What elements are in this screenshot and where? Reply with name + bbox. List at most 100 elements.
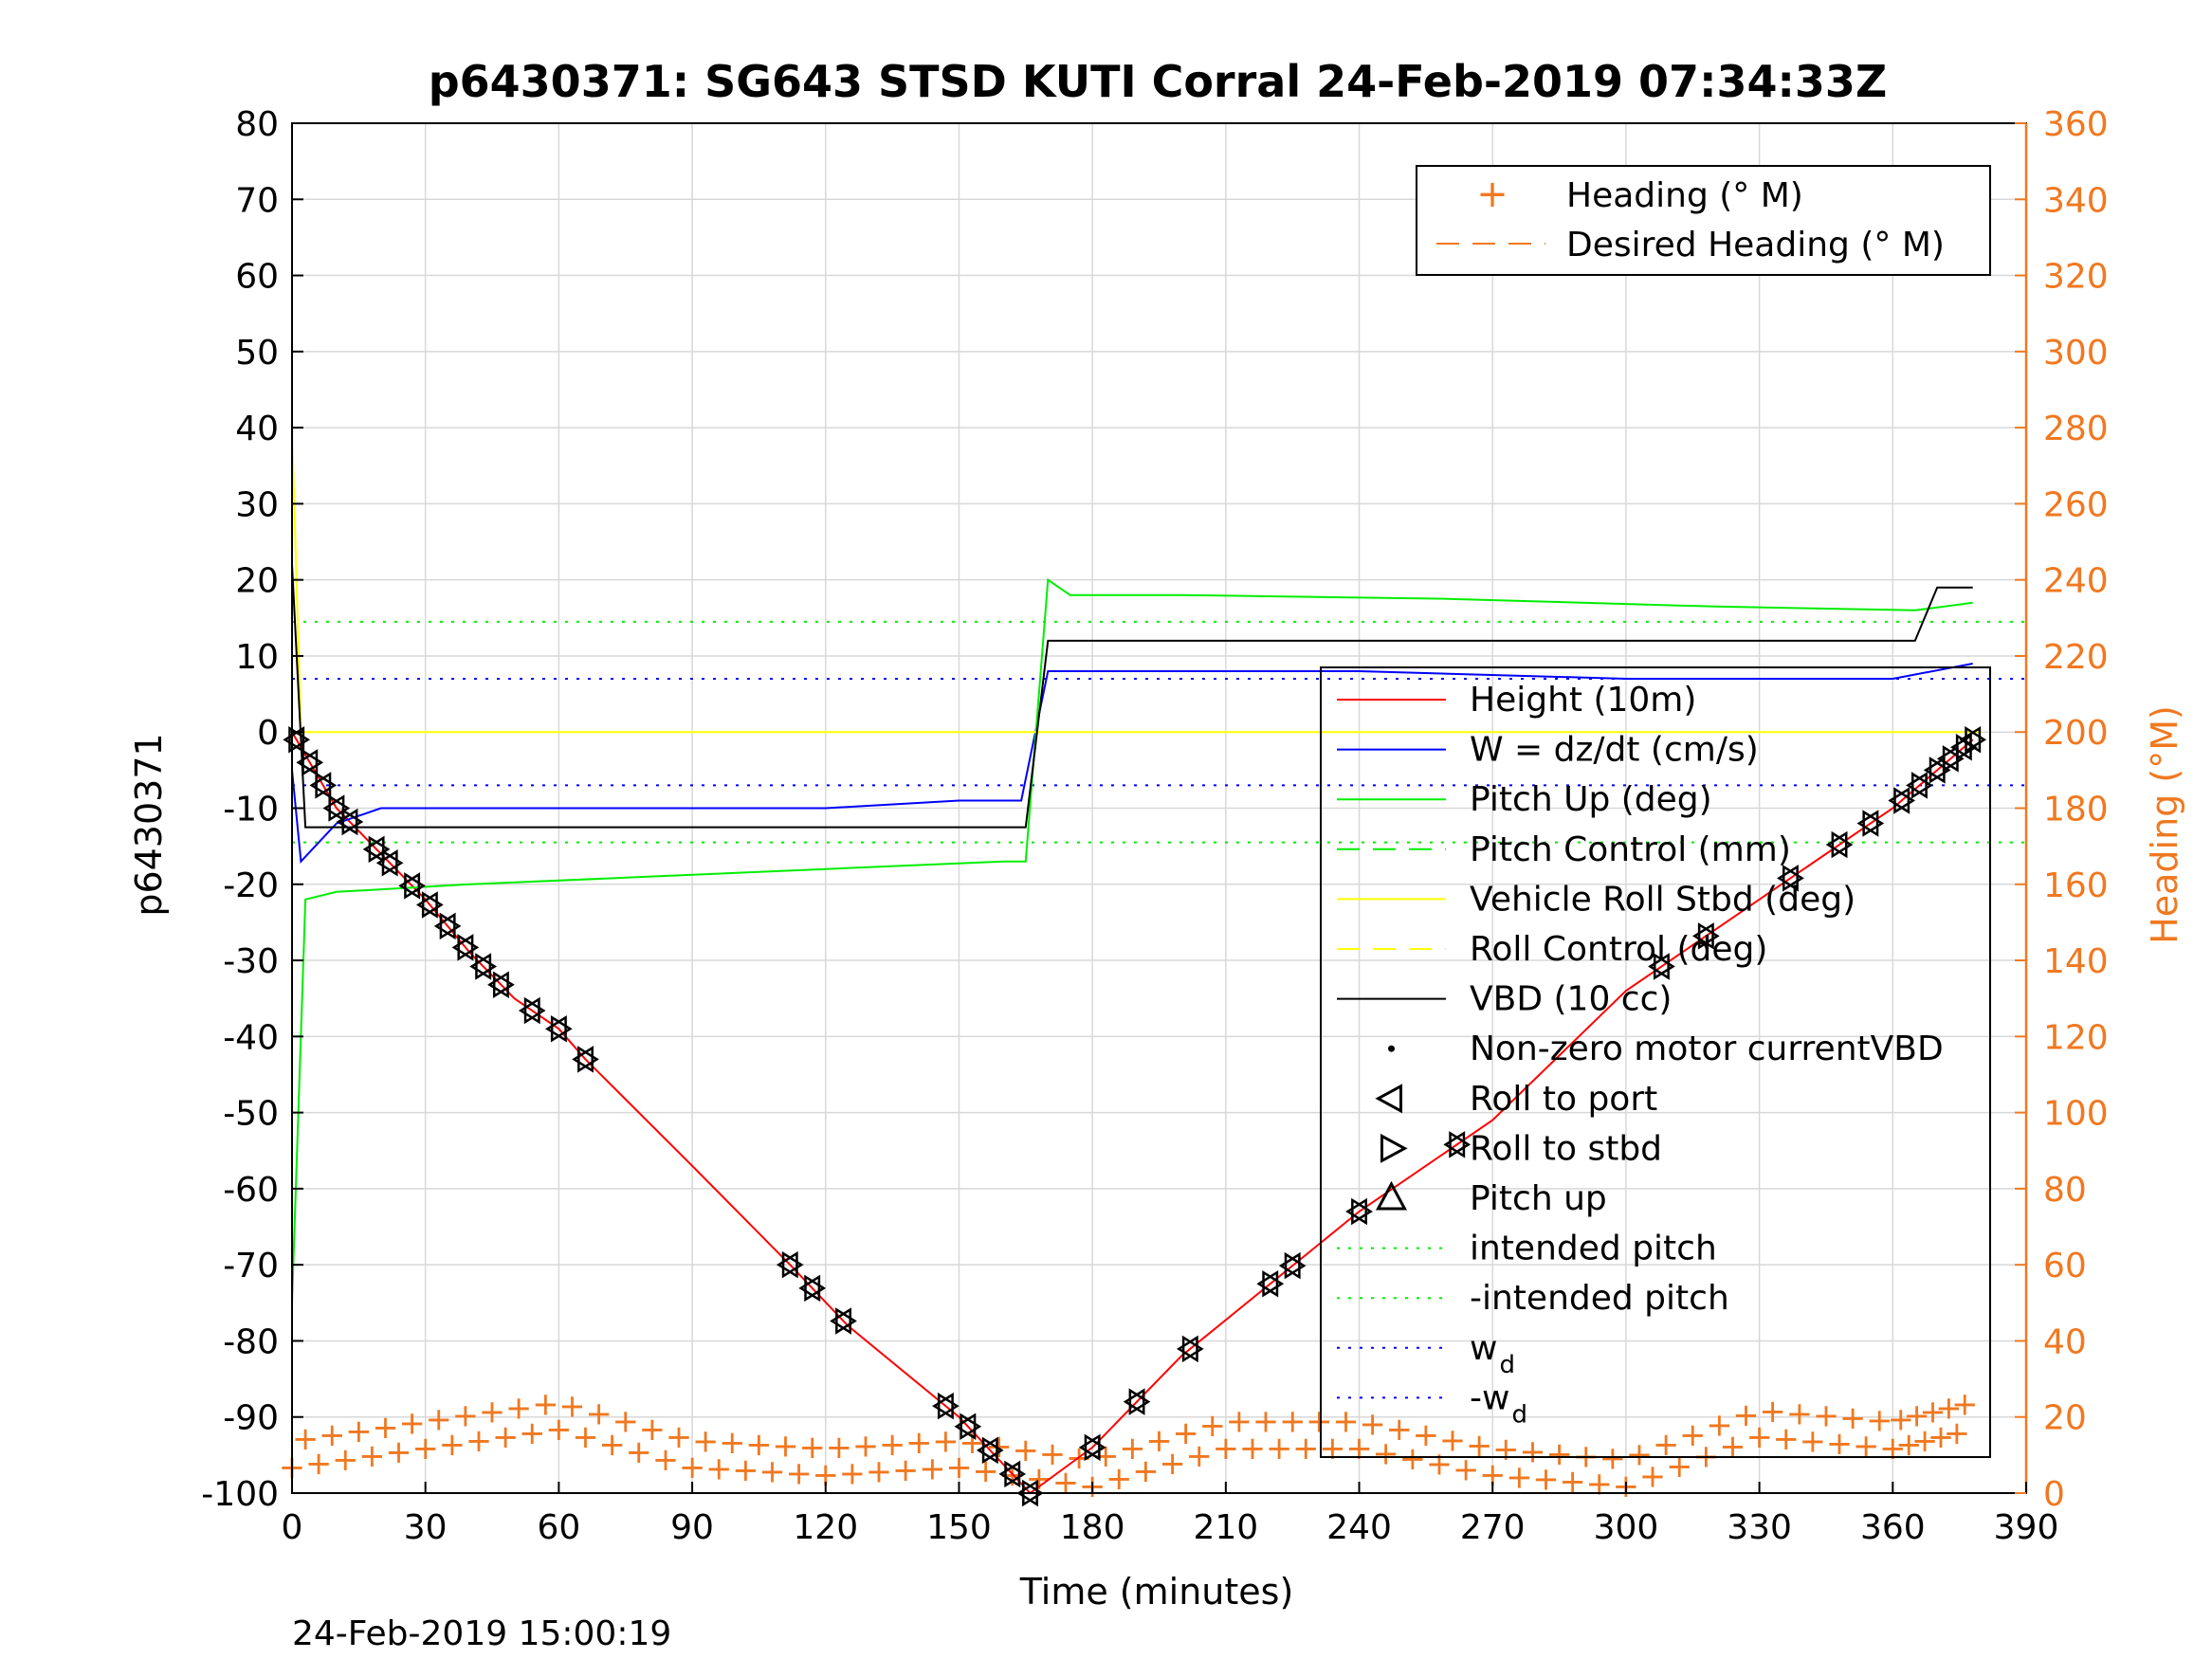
y-tick-right-label: 280 xyxy=(2043,410,2109,448)
roll-to-stbd-marker xyxy=(404,872,426,900)
heading-point: + xyxy=(852,1427,880,1465)
legend-label: Roll to stbd xyxy=(1470,1129,1662,1168)
roll-to-stbd-marker xyxy=(835,1307,857,1335)
heading-point: + xyxy=(1679,1416,1707,1454)
heading-point: + xyxy=(919,1450,946,1488)
heading-point: + xyxy=(1944,1414,1971,1452)
heading-point: + xyxy=(1600,1440,1627,1478)
heading-point: + xyxy=(1132,1452,1160,1490)
heading-point: + xyxy=(1319,1430,1346,1468)
roll-to-stbd-marker xyxy=(1004,1460,1027,1488)
y-axis-label: p6430371 xyxy=(128,733,170,916)
heading-point: + xyxy=(372,1409,399,1447)
y-axis-label-right: Heading (°M) xyxy=(2144,705,2185,944)
legend-label: w xyxy=(1470,1329,1497,1368)
heading-point: + xyxy=(1145,1422,1173,1460)
heading-point: + xyxy=(692,1423,720,1461)
heading-point: + xyxy=(385,1433,412,1471)
roll-to-stbd-marker xyxy=(457,934,480,961)
heading-point: + xyxy=(1879,1430,1907,1468)
roll-to-port-marker xyxy=(1176,1335,1198,1363)
x-tick-label: 120 xyxy=(793,1508,858,1547)
heading-point: + xyxy=(572,1418,599,1456)
legend-label: Non-zero motor currentVBD xyxy=(1470,1030,1944,1068)
y-tick-right-label: 120 xyxy=(2043,1018,2109,1057)
heading-point: + xyxy=(1559,1463,1586,1501)
roll-to-port-marker xyxy=(1278,1251,1301,1280)
y-tick-label: -10 xyxy=(223,791,279,830)
heading-point: + xyxy=(612,1403,639,1441)
heading-point: + xyxy=(1639,1458,1667,1496)
roll-to-port-marker xyxy=(1825,830,1848,859)
legend-top-label-desired: Desired Heading (° M) xyxy=(1566,226,1945,264)
roll-to-port-marker xyxy=(1443,1131,1466,1158)
heading-point: + xyxy=(1773,1420,1801,1458)
heading-point: + xyxy=(1866,1402,1893,1440)
roll-to-port-marker xyxy=(283,725,305,754)
y-tick-label: 20 xyxy=(235,562,279,601)
y-tick-right-label: 260 xyxy=(2043,485,2109,524)
roll-to-port-marker xyxy=(1906,772,1928,799)
legend-symbol xyxy=(1388,1045,1395,1052)
roll-to-stbd-marker xyxy=(1862,810,1885,837)
heading-point: + xyxy=(1439,1421,1467,1459)
roll-to-port-marker xyxy=(1648,953,1670,980)
heading-point: + xyxy=(892,1451,920,1489)
roll-to-port-marker xyxy=(798,1274,821,1303)
heading-point: + xyxy=(492,1418,520,1456)
chart-title: p6430371: SG643 STSD KUTI Corral 24-Feb-… xyxy=(429,56,1888,107)
heading-point: + xyxy=(905,1424,933,1462)
y-tick-right-label: 140 xyxy=(2043,942,2109,981)
series-line xyxy=(291,577,1973,1304)
heading-point: + xyxy=(666,1418,693,1456)
x-tick-label: 270 xyxy=(1460,1508,1526,1547)
x-tick-label: 210 xyxy=(1193,1508,1258,1547)
y-tick-right-label: 200 xyxy=(2043,714,2109,753)
y-tick-label: -70 xyxy=(223,1247,279,1285)
heading-point: + xyxy=(945,1449,973,1486)
heading-point: + xyxy=(545,1411,573,1449)
heading-point: + xyxy=(639,1411,667,1449)
heading-point: + xyxy=(1586,1466,1614,1504)
roll-to-port-marker xyxy=(1856,810,1879,837)
x-tick-label: 60 xyxy=(537,1508,580,1547)
heading-point: + xyxy=(1226,1403,1253,1441)
heading-point: + xyxy=(1928,1418,1955,1456)
y-tick-label: 50 xyxy=(235,334,279,373)
heading-point: + xyxy=(679,1449,706,1486)
heading-point: + xyxy=(319,1416,346,1454)
heading-point: + xyxy=(532,1386,559,1424)
roll-to-stbd-marker xyxy=(804,1274,827,1303)
y-tick-right-label: 220 xyxy=(2043,638,2109,677)
y-tick-label: -50 xyxy=(223,1095,279,1134)
heading-point: + xyxy=(1172,1414,1199,1452)
heading-point: + xyxy=(1106,1460,1133,1498)
heading-point: + xyxy=(1492,1431,1520,1468)
heading-point: + xyxy=(1506,1458,1533,1496)
roll-to-stbd-marker xyxy=(439,912,462,940)
heading-point: + xyxy=(1159,1445,1186,1483)
y-tick-right-label: 360 xyxy=(2043,105,2109,144)
legend-label: intended pitch xyxy=(1470,1230,1717,1268)
legend-top-label-heading: Heading (° M) xyxy=(1566,176,1803,215)
heading-point: + xyxy=(1266,1430,1293,1468)
heading-point: + xyxy=(1786,1395,1814,1432)
roll-to-stbd-marker xyxy=(1831,830,1854,859)
heading-point: + xyxy=(652,1441,680,1479)
legend-label: Roll to port xyxy=(1470,1080,1657,1119)
x-tick-label: 360 xyxy=(1860,1508,1926,1547)
roll-to-stbd-marker xyxy=(550,1015,573,1043)
x-tick-label: 30 xyxy=(404,1508,448,1547)
heading-point: + xyxy=(759,1453,786,1491)
roll-to-stbd-marker xyxy=(981,1436,1004,1465)
y-tick-right-label: 240 xyxy=(2043,562,2109,601)
roll-to-port-marker xyxy=(469,953,492,980)
roll-to-port-marker xyxy=(433,912,456,940)
heading-point: + xyxy=(466,1422,493,1460)
roll-to-port-marker xyxy=(1959,725,1982,754)
y-tick-right-label: 60 xyxy=(2043,1247,2087,1285)
heading-point: + xyxy=(1466,1427,1493,1465)
y-tick-right-label: 160 xyxy=(2043,866,2109,905)
heading-point: + xyxy=(505,1390,533,1428)
legend-top-box xyxy=(1416,165,1991,276)
